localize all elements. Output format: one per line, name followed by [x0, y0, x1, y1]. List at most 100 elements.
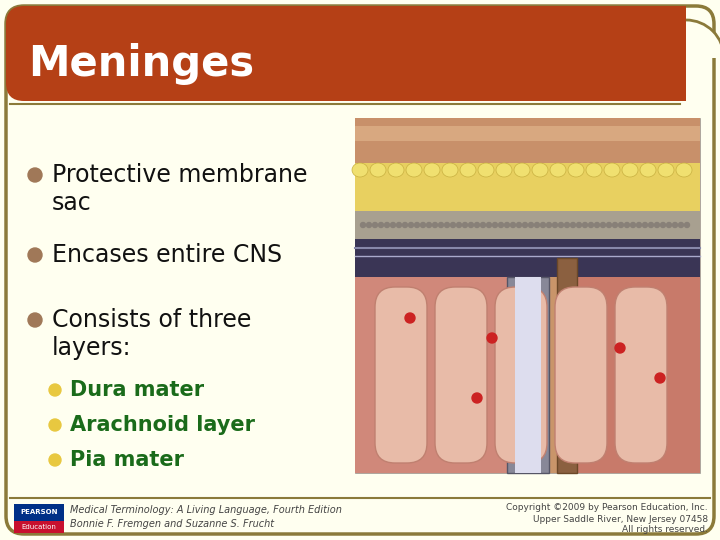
Circle shape — [456, 222, 462, 227]
Bar — [355, 239, 700, 277]
Circle shape — [372, 222, 377, 227]
Circle shape — [438, 222, 444, 227]
Text: layers:: layers: — [52, 336, 132, 360]
Text: Education: Education — [22, 524, 56, 530]
Bar — [355, 118, 700, 473]
Circle shape — [649, 222, 654, 227]
Ellipse shape — [586, 163, 602, 177]
Bar — [355, 211, 700, 239]
Text: Upper Saddle River, New Jersey 07458: Upper Saddle River, New Jersey 07458 — [533, 515, 708, 523]
Circle shape — [487, 333, 497, 343]
Circle shape — [618, 222, 624, 227]
Circle shape — [624, 222, 629, 227]
Ellipse shape — [622, 163, 638, 177]
Bar — [355, 163, 700, 211]
Circle shape — [631, 222, 636, 227]
Circle shape — [469, 222, 474, 227]
Circle shape — [615, 343, 625, 353]
Bar — [355, 118, 700, 163]
Text: Pia mater: Pia mater — [70, 450, 184, 470]
Text: Meninges: Meninges — [28, 43, 254, 85]
Circle shape — [606, 222, 611, 227]
Ellipse shape — [406, 163, 422, 177]
Bar — [557, 258, 577, 473]
Circle shape — [505, 222, 510, 227]
Text: Bonnie F. Fremgen and Suzanne S. Frucht: Bonnie F. Fremgen and Suzanne S. Frucht — [70, 519, 274, 529]
Circle shape — [28, 168, 42, 182]
Circle shape — [564, 222, 570, 227]
Bar — [640, 6, 686, 101]
Wedge shape — [686, 20, 720, 58]
Ellipse shape — [676, 163, 692, 177]
FancyBboxPatch shape — [435, 287, 487, 463]
Text: Encases entire CNS: Encases entire CNS — [52, 243, 282, 267]
Circle shape — [655, 373, 665, 383]
Circle shape — [523, 222, 528, 227]
Text: Arachnoid layer: Arachnoid layer — [70, 415, 255, 435]
Ellipse shape — [658, 163, 674, 177]
Circle shape — [472, 393, 482, 403]
Circle shape — [390, 222, 395, 227]
Text: PEARSON: PEARSON — [20, 509, 58, 515]
Circle shape — [570, 222, 575, 227]
Circle shape — [577, 222, 582, 227]
Circle shape — [546, 222, 552, 227]
Ellipse shape — [424, 163, 440, 177]
Circle shape — [415, 222, 420, 227]
Text: Protective membrane: Protective membrane — [52, 163, 307, 187]
Ellipse shape — [460, 163, 476, 177]
Text: Medical Terminology: A Living Language, Fourth Edition: Medical Terminology: A Living Language, … — [70, 505, 342, 515]
Circle shape — [444, 222, 449, 227]
FancyBboxPatch shape — [6, 6, 714, 534]
Circle shape — [516, 222, 521, 227]
Circle shape — [595, 222, 600, 227]
Bar — [355, 277, 507, 473]
FancyBboxPatch shape — [615, 287, 667, 463]
Circle shape — [462, 222, 467, 227]
Ellipse shape — [514, 163, 530, 177]
Circle shape — [474, 222, 480, 227]
Circle shape — [480, 222, 485, 227]
Ellipse shape — [532, 163, 548, 177]
Ellipse shape — [370, 163, 386, 177]
Ellipse shape — [352, 163, 368, 177]
Circle shape — [672, 222, 678, 227]
Circle shape — [660, 222, 665, 227]
Circle shape — [433, 222, 438, 227]
Circle shape — [28, 313, 42, 327]
Circle shape — [487, 222, 492, 227]
Bar — [14, 504, 64, 521]
Circle shape — [534, 222, 539, 227]
Circle shape — [582, 222, 588, 227]
Circle shape — [498, 222, 503, 227]
Ellipse shape — [568, 163, 584, 177]
FancyBboxPatch shape — [6, 6, 686, 101]
FancyBboxPatch shape — [495, 287, 547, 463]
Circle shape — [402, 222, 408, 227]
Circle shape — [642, 222, 647, 227]
Bar — [577, 277, 700, 473]
Circle shape — [600, 222, 606, 227]
Circle shape — [361, 222, 366, 227]
Circle shape — [667, 222, 672, 227]
Ellipse shape — [604, 163, 620, 177]
Circle shape — [451, 222, 456, 227]
Circle shape — [420, 222, 426, 227]
Circle shape — [49, 419, 61, 431]
Circle shape — [408, 222, 413, 227]
Bar — [355, 126, 700, 141]
Circle shape — [678, 222, 683, 227]
Text: All rights reserved.: All rights reserved. — [622, 525, 708, 535]
Circle shape — [588, 222, 593, 227]
Circle shape — [528, 222, 534, 227]
Bar — [515, 277, 541, 473]
Circle shape — [28, 248, 42, 262]
Circle shape — [426, 222, 431, 227]
Text: Consists of three: Consists of three — [52, 308, 251, 332]
Ellipse shape — [478, 163, 494, 177]
Circle shape — [636, 222, 642, 227]
FancyBboxPatch shape — [375, 287, 427, 463]
Circle shape — [654, 222, 660, 227]
Circle shape — [492, 222, 498, 227]
Bar — [507, 277, 549, 473]
